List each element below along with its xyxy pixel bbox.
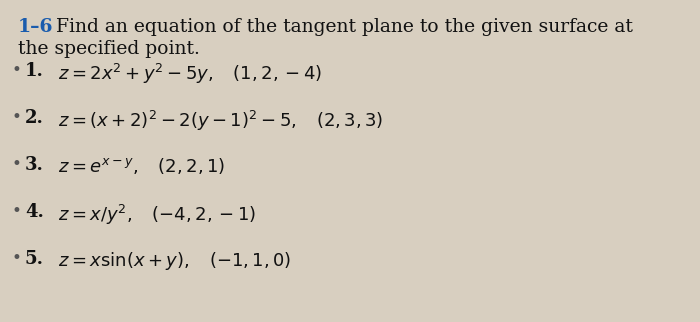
Text: 1–6: 1–6 — [18, 18, 53, 36]
Text: 2.: 2. — [25, 109, 44, 127]
Text: 5.: 5. — [25, 250, 44, 268]
Text: $z = e^{x-y},$$\;$  $(2, 2, 1)$: $z = e^{x-y},$$\;$ $(2, 2, 1)$ — [58, 156, 225, 176]
Text: $z = 2x^2 + y^2 - 5y,$$\;$  $(1, 2, -4)$: $z = 2x^2 + y^2 - 5y,$$\;$ $(1, 2, -4)$ — [58, 62, 322, 86]
Text: 1.: 1. — [25, 62, 44, 80]
Text: 4.: 4. — [25, 203, 44, 221]
Text: $z = x/y^2,$$\;$  $(-4, 2, -1)$: $z = x/y^2,$$\;$ $(-4, 2, -1)$ — [58, 203, 256, 227]
Text: $z = x\sin(x + y),$$\;$  $(-1, 1, 0)$: $z = x\sin(x + y),$$\;$ $(-1, 1, 0)$ — [58, 250, 291, 272]
Text: •: • — [12, 62, 22, 79]
Text: $z = (x + 2)^2 - 2(y - 1)^2 - 5,$$\;$  $(2, 3, 3)$: $z = (x + 2)^2 - 2(y - 1)^2 - 5,$$\;$ $(… — [58, 109, 384, 133]
Text: the specified point.: the specified point. — [18, 40, 200, 58]
Text: •: • — [12, 203, 22, 220]
Text: •: • — [12, 109, 22, 126]
Text: •: • — [12, 156, 22, 173]
Text: Find an equation of the tangent plane to the given surface at: Find an equation of the tangent plane to… — [50, 18, 633, 36]
Text: •: • — [12, 250, 22, 267]
Text: 3.: 3. — [25, 156, 44, 174]
